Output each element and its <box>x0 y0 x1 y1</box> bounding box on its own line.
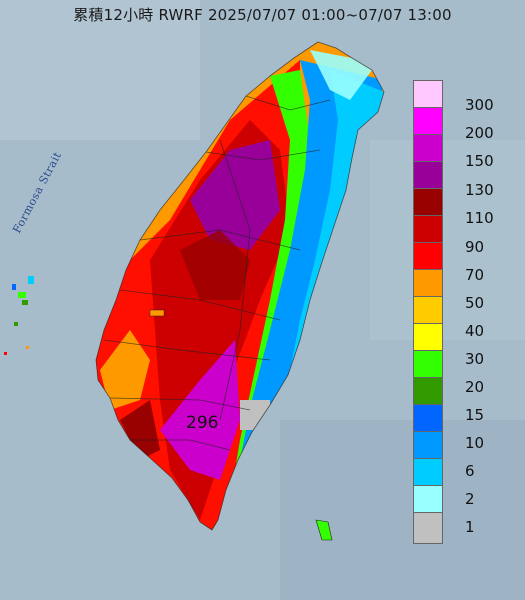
legend-label-110: 110 <box>465 209 494 227</box>
legend-label-70: 70 <box>465 266 485 284</box>
legend-label-50: 50 <box>465 294 485 312</box>
legend-label-20: 20 <box>465 378 485 396</box>
legend-swatch-2 <box>413 458 443 490</box>
legend-swatch-30 <box>413 323 443 355</box>
legend-label-150: 150 <box>465 152 494 170</box>
legend-label-40: 40 <box>465 322 485 340</box>
legend-swatch-0 <box>413 512 443 544</box>
legend-swatch-10 <box>413 404 443 436</box>
legend-swatch-1 <box>413 485 443 517</box>
legend-swatch-50 <box>413 269 443 301</box>
legend-label-300: 300 <box>465 96 494 114</box>
max-rainfall-value: 296 <box>186 413 219 433</box>
legend-label-15: 15 <box>465 406 485 424</box>
legend-label-130: 130 <box>465 181 494 199</box>
legend-label-1: 1 <box>465 518 475 536</box>
legend-swatch-70 <box>413 242 443 274</box>
legend-swatch-90 <box>413 215 443 247</box>
legend-label-90: 90 <box>465 238 485 256</box>
legend-swatch-20 <box>413 350 443 382</box>
legend-label-6: 6 <box>465 462 475 480</box>
legend-label-2: 2 <box>465 490 475 508</box>
legend-swatch-15 <box>413 377 443 409</box>
legend-label-30: 30 <box>465 350 485 368</box>
legend-swatch-110 <box>413 188 443 220</box>
legend-swatch-300 <box>413 80 443 112</box>
legend-label-200: 200 <box>465 124 494 142</box>
map-title: 累積12小時 RWRF 2025/07/07 01:00~07/07 13:00 <box>73 6 452 24</box>
legend-label-10: 10 <box>465 434 485 452</box>
